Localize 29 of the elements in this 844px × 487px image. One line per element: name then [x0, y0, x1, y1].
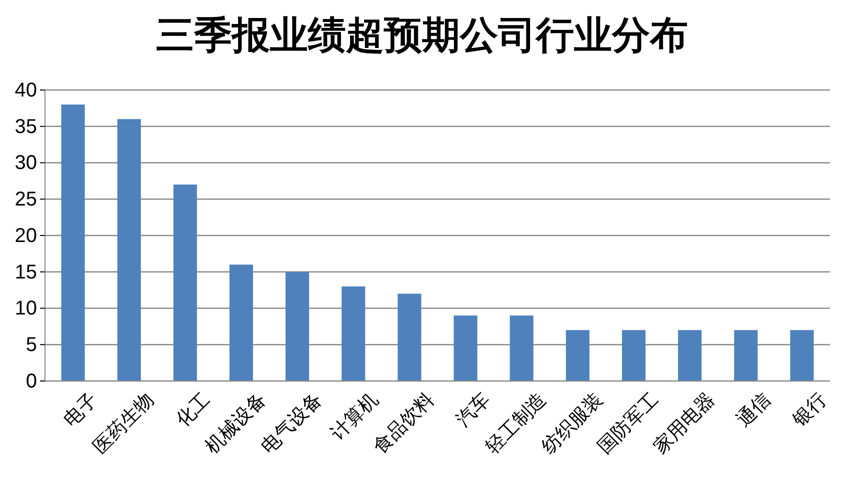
bar	[398, 294, 422, 381]
bar	[61, 104, 85, 381]
y-tick-label: 35	[14, 116, 37, 138]
bar	[286, 272, 310, 381]
y-tick-label: 15	[14, 261, 37, 284]
bar	[117, 119, 141, 381]
x-tick-label: 通信	[733, 389, 775, 431]
y-tick-label: 30	[14, 152, 37, 174]
x-tick-label: 汽车	[452, 389, 495, 431]
y-tick-label: 20	[14, 224, 37, 247]
bar	[790, 330, 814, 381]
bar	[173, 184, 197, 381]
bar	[510, 316, 534, 381]
bar	[678, 330, 702, 381]
x-tick-label: 银行	[788, 389, 832, 432]
x-tick-label: 化工	[172, 389, 214, 431]
bar	[342, 286, 366, 381]
y-tick-label: 5	[26, 334, 37, 356]
bar	[566, 330, 590, 381]
bar	[622, 330, 646, 381]
y-tick-label: 25	[14, 188, 37, 211]
y-tick-label: 40	[14, 79, 37, 102]
bar	[229, 264, 254, 381]
y-tick-label: 0	[26, 370, 37, 392]
bar	[454, 316, 478, 381]
x-tick-label: 电子	[60, 389, 102, 431]
y-tick-label: 10	[14, 298, 37, 320]
chart-title: 三季报业绩超预期公司行业分布	[156, 15, 688, 57]
bar	[734, 330, 758, 381]
